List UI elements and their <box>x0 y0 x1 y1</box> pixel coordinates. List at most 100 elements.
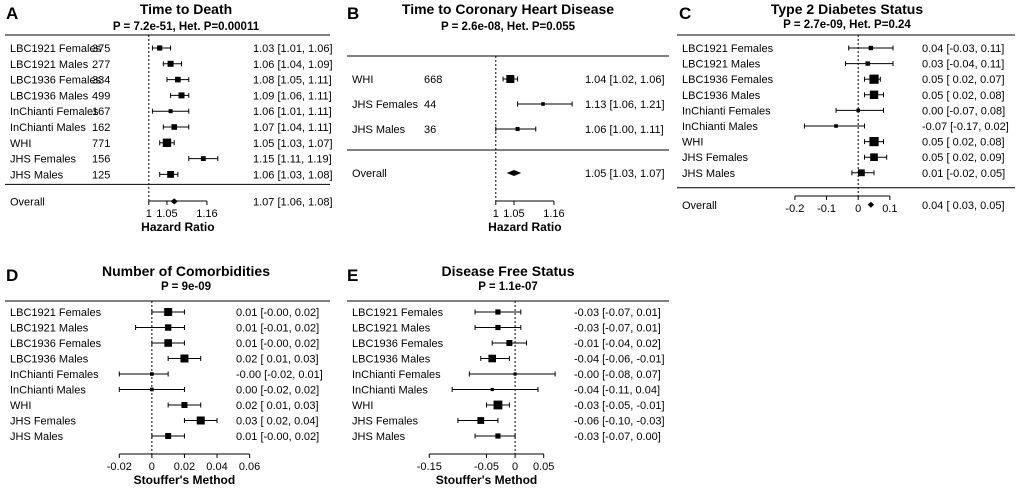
study-label: JHS Males <box>352 431 406 443</box>
x-tick-label: -0.05 <box>474 461 499 473</box>
x-tick-label: 1.16 <box>543 208 564 220</box>
estimate-ci-text: 0.01 [-0.00, 0.02] <box>236 307 319 319</box>
x-tick-label: -0.2 <box>785 203 804 215</box>
estimate-ci-text: 0.03 [-0.04, 0.11] <box>922 59 1004 71</box>
study-label: JHS Males <box>10 431 64 443</box>
estimate-box <box>865 61 870 66</box>
x-axis-label: Stouffer's Method <box>436 473 538 487</box>
estimate-ci-text: -0.07 [-0.17, 0.02] <box>922 121 1009 133</box>
estimate-box <box>834 124 838 128</box>
study-label: JHS Males <box>352 124 406 136</box>
overall-estimate-text: 1.07 [1.06, 1.08] <box>253 196 333 208</box>
panel-title: Time to Death <box>140 1 232 17</box>
estimate-box <box>168 109 173 114</box>
study-label: LBC1936 Males <box>10 90 89 102</box>
panel-title: Time to Coronary Heart Disease <box>402 1 614 17</box>
estimate-ci-text: 1.06 [1.00, 1.11] <box>585 124 664 136</box>
study-label: LBC1921 Females <box>10 307 102 319</box>
estimate-ci-text: 0.05 [ 0.02, 0.08] <box>922 90 1005 102</box>
estimate-box <box>175 76 181 83</box>
x-tick-label: 0.02 <box>174 461 195 473</box>
study-label: JHS Females <box>352 99 419 111</box>
estimate-box <box>167 171 174 178</box>
study-label: LBC1936 Females <box>682 74 774 86</box>
x-axis-label: Hazard Ratio <box>488 220 561 234</box>
study-label: JHS Males <box>10 169 64 181</box>
estimate-ci-text: -0.01 [-0.04, 0.02] <box>574 338 661 350</box>
x-tick-label: 0.1 <box>882 203 897 215</box>
x-tick-label: 0.04 <box>206 461 227 473</box>
sample-size: 162 <box>92 122 110 134</box>
study-label: LBC1936 Females <box>10 75 102 87</box>
panel-subtitle: P = 2.7e-09, Het. P=0.24 <box>783 19 911 31</box>
x-tick-label: 1.05 <box>503 208 524 220</box>
estimate-ci-text: 1.08 [1.05, 1.11] <box>253 75 332 87</box>
x-tick-label: 1 <box>146 208 152 220</box>
study-label: LBC1921 Males <box>10 323 89 335</box>
estimate-ci-text: 0.01 [-0.00, 0.02] <box>236 431 319 443</box>
panel-letter: A <box>6 4 18 23</box>
study-label: InChianti Females <box>682 105 771 117</box>
estimate-ci-text: -0.03 [-0.07, 0.01] <box>574 307 661 319</box>
study-label: LBC1936 Males <box>352 354 431 366</box>
estimate-ci-text: -0.04 [-0.11, 0.04] <box>574 385 660 397</box>
estimate-box <box>515 127 520 131</box>
x-tick-label: 0.05 <box>533 461 554 473</box>
panel-title: Type 2 Diabetes Status <box>771 1 923 17</box>
x-tick-label: -0.02 <box>107 461 132 473</box>
estimate-ci-text: 1.06 [1.04, 1.09] <box>253 59 333 71</box>
study-label: LBC1921 Males <box>10 59 89 71</box>
sample-size: 668 <box>424 74 442 86</box>
x-tick-label: 0 <box>855 203 861 215</box>
estimate-ci-text: 1.07 [1.04, 1.11] <box>253 122 332 134</box>
sample-size: 375 <box>92 43 110 55</box>
estimate-box <box>506 75 515 83</box>
estimate-box <box>167 60 174 67</box>
x-tick-label: 0 <box>149 461 155 473</box>
estimate-box <box>869 90 879 99</box>
panel-e: E Disease Free Status P = 1.1e-07 LBC1921 F… <box>347 263 669 487</box>
study-label: InChianti Males <box>352 385 428 397</box>
study-label: InChianti Males <box>682 121 758 133</box>
overall-label: Overall <box>352 168 387 180</box>
panel-d: D Number of Comorbidities P = 9e-09 LBC1921… <box>5 263 330 487</box>
study-label: InChianti Females <box>352 369 441 381</box>
study-label: LBC1936 Males <box>682 90 761 102</box>
x-tick-label: 1.16 <box>196 208 217 220</box>
study-label: JHS Females <box>10 154 77 166</box>
sample-size: 156 <box>92 154 110 166</box>
panel-subtitle: P = 1.1e-07 <box>478 281 538 293</box>
study-label: LBC1936 Males <box>10 354 89 366</box>
study-label: InChianti Males <box>10 385 86 397</box>
x-tick-label: 0 <box>512 461 518 473</box>
estimate-box <box>513 372 517 376</box>
study-label: WHI <box>10 138 31 150</box>
study-label: InChianti Females <box>10 369 99 381</box>
estimate-box <box>200 156 206 161</box>
study-label: WHI <box>682 137 703 149</box>
sample-size: 771 <box>92 138 110 150</box>
study-label: LBC1936 Females <box>10 338 102 350</box>
estimate-ci-text: -0.03 [-0.05, -0.01] <box>574 400 665 412</box>
study-label: JHS Males <box>682 168 736 180</box>
x-tick-label: 1 <box>493 208 499 220</box>
panel-title: Number of Comorbidities <box>102 263 270 279</box>
estimate-ci-text: 1.03 [1.01, 1.06] <box>253 43 333 55</box>
estimate-box <box>150 372 154 376</box>
estimate-ci-text: -0.00 [-0.08, 0.07] <box>574 369 661 381</box>
study-label: LBC1936 Females <box>352 338 444 350</box>
estimate-box <box>856 108 861 113</box>
panel-subtitle: P = 2.6e-08, Het. P=0.055 <box>441 21 576 33</box>
sample-size: 167 <box>92 106 110 118</box>
study-label: InChianti Females <box>10 106 99 118</box>
panel-letter: C <box>679 4 691 23</box>
panel-letter: E <box>347 266 358 285</box>
estimate-box <box>869 137 879 147</box>
estimate-ci-text: 0.01 [-0.01, 0.02] <box>236 323 319 335</box>
study-label: LBC1921 Females <box>10 43 102 55</box>
estimate-ci-text: -0.04 [-0.06, -0.01] <box>574 354 665 366</box>
estimate-box <box>495 433 501 439</box>
estimate-box <box>164 339 172 347</box>
estimate-ci-text: 1.06 [1.01, 1.11] <box>253 106 332 118</box>
